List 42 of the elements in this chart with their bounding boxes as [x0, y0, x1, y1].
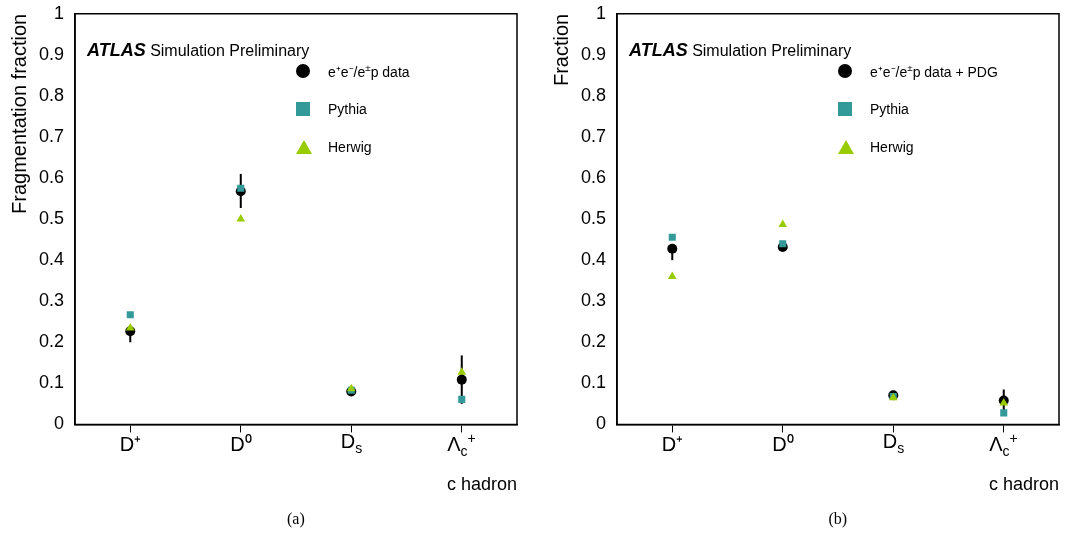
y-axis-title: Fraction: [549, 13, 572, 87]
y-tick-label: 0.8: [38, 84, 65, 105]
y-tick-label: 0.5: [38, 208, 65, 229]
x-tick-label: D⁰: [230, 432, 252, 458]
y-tick-label: 0.7: [580, 125, 607, 146]
y-tick-label: 1: [596, 2, 607, 23]
text: (b): [828, 510, 848, 528]
x-tick-label: D⁰: [772, 432, 794, 458]
x-tick-label: D⁺: [661, 432, 684, 458]
y-tick-label: 0.3: [580, 290, 607, 311]
y-tick-label: 0.4: [38, 249, 65, 270]
y-tick-label: 0.8: [580, 84, 607, 105]
y-tick-label: 0.1: [38, 372, 65, 393]
annotation: ATLAS Simulation Preliminary: [629, 39, 852, 61]
y-tick-label: 0.2: [38, 331, 65, 352]
y-tick-label: 0.2: [580, 331, 607, 352]
y-axis-title: Fragmentation fraction: [7, 13, 30, 214]
x-tick-label: D$_{s}$: [882, 430, 905, 457]
legend-label: Pythia: [870, 101, 909, 118]
y-tick-label: 0: [54, 413, 65, 434]
legend-label: Herwig: [328, 139, 372, 156]
y-tick-label: 0: [596, 413, 607, 434]
x-tick-label: D$_{s}$: [340, 430, 363, 457]
x-tick-label: D⁺: [119, 432, 142, 458]
legend-label: e⁺e⁻/e$^{±}$p data: [328, 61, 410, 81]
text: (a): [287, 510, 305, 528]
y-tick-label: 0.6: [38, 167, 65, 188]
y-tick-label: 0.6: [580, 167, 607, 188]
y-tick-label: 0.9: [38, 43, 65, 64]
y-tick-label: 0.3: [38, 290, 65, 311]
y-tick-label: 0.7: [38, 125, 65, 146]
legend-label: Herwig: [870, 139, 914, 156]
x-axis-title: c hadron: [446, 474, 517, 495]
y-tick-label: 0.9: [580, 43, 607, 64]
y-tick-label: 0.4: [580, 249, 607, 270]
x-axis-title: c hadron: [988, 474, 1059, 495]
legend-label: Pythia: [328, 101, 367, 118]
y-tick-label: 0.1: [580, 372, 607, 393]
y-tick-label: 1: [54, 2, 65, 23]
legend-label: e⁺e⁻/e$^{±}$p data + PDG: [870, 61, 998, 81]
annotation: ATLAS Simulation Preliminary: [87, 39, 310, 61]
y-tick-label: 0.5: [580, 208, 607, 229]
